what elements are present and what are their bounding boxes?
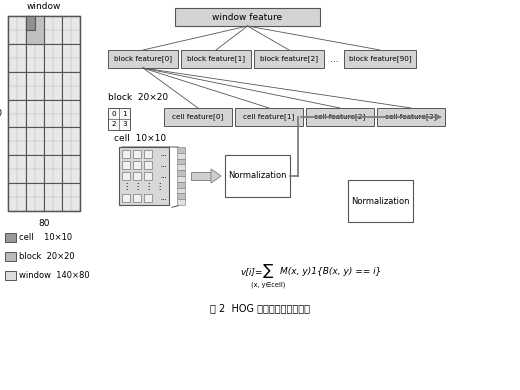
Bar [177, 188, 185, 193]
Bar [177, 147, 185, 153]
Text: ⋮: ⋮ [144, 183, 152, 191]
Text: cell feature[0]: cell feature[0] [172, 113, 224, 121]
Text: ...: ... [330, 55, 339, 64]
Text: block feature[90]: block feature[90] [349, 56, 411, 62]
Bar [306, 108, 374, 126]
Text: block feature[2]: block feature[2] [260, 56, 318, 62]
Bar [108, 108, 130, 130]
Text: cell feature[2]: cell feature[2] [315, 113, 366, 121]
Text: (x, y∈cell): (x, y∈cell) [251, 282, 285, 289]
Bar [122, 172, 130, 180]
Bar [5, 252, 16, 261]
Text: cell  10×10: cell 10×10 [114, 134, 166, 143]
Bar [133, 172, 141, 180]
Text: window  140×80: window 140×80 [19, 271, 89, 280]
Bar [164, 108, 232, 126]
Bar [191, 172, 211, 180]
Bar [144, 161, 152, 169]
Text: cell    10×10: cell 10×10 [19, 233, 72, 242]
Text: window feature: window feature [213, 12, 282, 21]
Text: block  20×20: block 20×20 [19, 252, 75, 261]
Bar [122, 194, 130, 202]
Text: ...: ... [160, 195, 167, 201]
Bar [133, 150, 141, 158]
Bar [377, 108, 445, 126]
Text: block feature[0]: block feature[0] [114, 56, 172, 62]
Bar [344, 50, 416, 68]
Text: block feature[1]: block feature[1] [187, 56, 245, 62]
Text: M(x, y)1{B(x, y) == i}: M(x, y)1{B(x, y) == i} [280, 268, 381, 277]
Text: Normalization: Normalization [351, 197, 410, 206]
Text: ⋮: ⋮ [122, 183, 130, 191]
Bar [177, 182, 185, 188]
Text: 图 2  HOG 特征提取流程示意图: 图 2 HOG 特征提取流程示意图 [210, 303, 310, 313]
Text: ...: ... [160, 151, 167, 157]
Bar [348, 180, 413, 222]
Text: ∑: ∑ [263, 262, 273, 278]
Bar [144, 194, 152, 202]
Text: window: window [27, 2, 61, 11]
Text: 3: 3 [122, 122, 127, 128]
Text: 2: 2 [111, 122, 116, 128]
Bar [119, 147, 169, 205]
Bar [254, 50, 324, 68]
Bar [177, 153, 185, 159]
Text: ⋮: ⋮ [155, 183, 163, 191]
Bar [144, 172, 152, 180]
Bar [225, 155, 290, 197]
Polygon shape [211, 169, 221, 183]
Text: Normalization: Normalization [228, 172, 287, 181]
Bar [26, 16, 44, 44]
Bar [133, 161, 141, 169]
Bar [177, 165, 185, 170]
Bar [177, 199, 185, 205]
Text: 140: 140 [0, 109, 3, 118]
Text: cell feature[3]: cell feature[3] [385, 113, 437, 121]
Bar [122, 150, 130, 158]
Bar [26, 16, 35, 30]
Text: ...: ... [160, 173, 167, 179]
Text: 80: 80 [38, 219, 50, 228]
Text: v[i]=: v[i]= [240, 268, 263, 277]
Bar [5, 271, 16, 280]
Bar [177, 170, 185, 176]
Bar [235, 108, 303, 126]
Text: ⋮: ⋮ [133, 183, 141, 191]
Text: block  20×20: block 20×20 [108, 93, 168, 102]
Bar [177, 193, 185, 199]
Bar [5, 233, 16, 242]
Text: 0: 0 [111, 110, 116, 117]
Text: ...: ... [160, 162, 167, 168]
Bar [8, 16, 80, 211]
Text: cell feature[1]: cell feature[1] [243, 113, 295, 121]
Bar [175, 8, 320, 26]
Bar [181, 50, 251, 68]
Bar [177, 159, 185, 165]
Text: 1: 1 [122, 110, 127, 117]
Bar [177, 176, 185, 182]
Bar [133, 194, 141, 202]
Bar [108, 50, 178, 68]
Bar [144, 150, 152, 158]
Bar [122, 161, 130, 169]
